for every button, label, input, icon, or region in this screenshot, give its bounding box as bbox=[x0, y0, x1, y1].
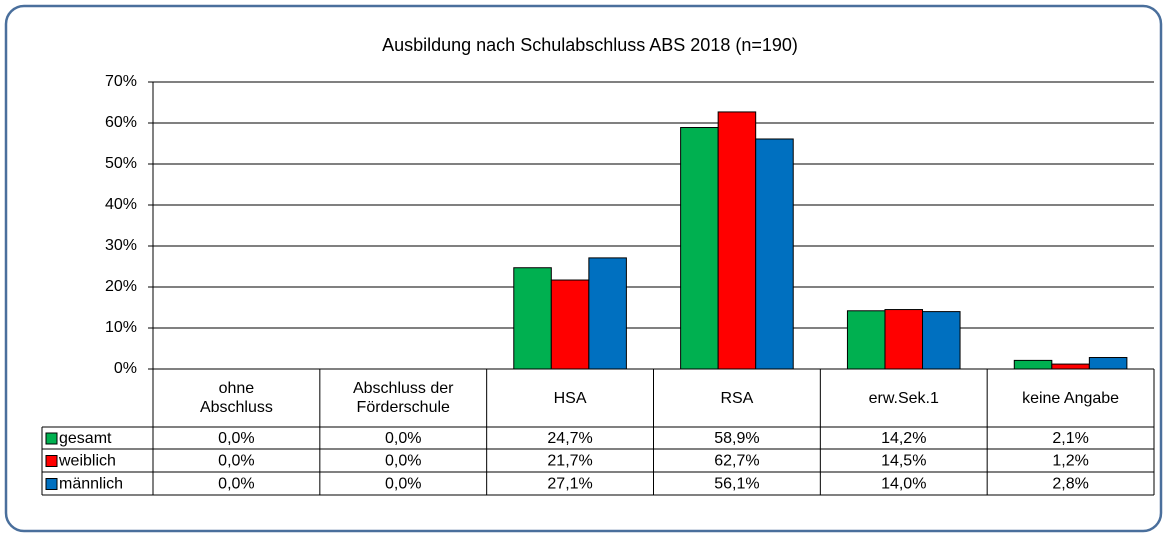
x-tick-label: keine Angabe bbox=[1022, 389, 1120, 407]
x-tick-label-box: RSA bbox=[720, 389, 754, 407]
data-label: 14,5% bbox=[881, 453, 926, 470]
data-label: 58,9% bbox=[714, 430, 759, 447]
x-tick-label-box: Abschluss der Förderschule bbox=[352, 380, 454, 416]
data-label: 0,0% bbox=[218, 453, 254, 470]
legend-label: weiblich bbox=[58, 453, 116, 470]
chart-title: Ausbildung nach Schulabschluss ABS 2018 … bbox=[382, 35, 798, 55]
x-tick-label: Abschluss der Förderschule bbox=[352, 380, 454, 416]
y-tick-label: 20% bbox=[105, 278, 137, 295]
data-label: 2,8% bbox=[1052, 476, 1088, 493]
x-tick-label-box: erw.Sek.1 bbox=[868, 389, 939, 407]
x-tick-label: HSA bbox=[553, 389, 587, 407]
data-label: 14,0% bbox=[881, 476, 926, 493]
bar bbox=[922, 311, 961, 370]
data-label: 0,0% bbox=[218, 476, 254, 493]
data-label: 24,7% bbox=[547, 430, 592, 447]
legend-swatch bbox=[45, 478, 58, 490]
bar bbox=[1088, 357, 1128, 370]
bar bbox=[680, 127, 719, 370]
bar bbox=[513, 267, 552, 370]
x-tick-label: erw.Sek.1 bbox=[868, 389, 939, 407]
data-label: 1,2% bbox=[1052, 453, 1088, 470]
x-tick-label: RSA bbox=[720, 389, 754, 407]
data-label: 21,7% bbox=[547, 453, 592, 470]
legend-swatch bbox=[45, 432, 58, 445]
legend-swatch bbox=[45, 455, 58, 467]
y-tick-label: 10% bbox=[105, 319, 137, 336]
data-label: 14,2% bbox=[881, 430, 926, 447]
y-tick-label: 60% bbox=[105, 114, 137, 131]
bar bbox=[717, 111, 757, 370]
bar bbox=[550, 279, 590, 370]
bar bbox=[1013, 359, 1053, 370]
x-tick-label: ohne Abschluss bbox=[199, 380, 273, 416]
data-label: 27,1% bbox=[547, 476, 592, 493]
y-tick-label: 50% bbox=[105, 155, 137, 172]
data-label: 62,7% bbox=[714, 453, 759, 470]
data-label: 0,0% bbox=[385, 453, 421, 470]
x-tick-label-box: keine Angabe bbox=[1022, 389, 1120, 407]
legend-label: gesamt bbox=[59, 430, 112, 447]
x-tick-label-box: HSA bbox=[553, 389, 587, 407]
bar bbox=[884, 309, 924, 370]
bar bbox=[846, 310, 886, 370]
y-tick-label: 40% bbox=[105, 196, 137, 213]
y-tick-label: 70% bbox=[105, 73, 137, 90]
frame bbox=[4, 4, 1163, 533]
x-tick-label-box: ohne Abschluss bbox=[199, 380, 273, 416]
bar bbox=[755, 138, 794, 370]
y-tick-label: 30% bbox=[105, 237, 137, 254]
data-label: 0,0% bbox=[385, 476, 421, 493]
data-label: 0,0% bbox=[385, 430, 421, 447]
data-label: 2,1% bbox=[1052, 430, 1088, 447]
y-tick-label: 0% bbox=[114, 360, 137, 377]
bar bbox=[588, 257, 627, 370]
data-label: 56,1% bbox=[714, 476, 759, 493]
legend-label: männlich bbox=[59, 476, 123, 493]
data-label: 0,0% bbox=[218, 430, 254, 447]
